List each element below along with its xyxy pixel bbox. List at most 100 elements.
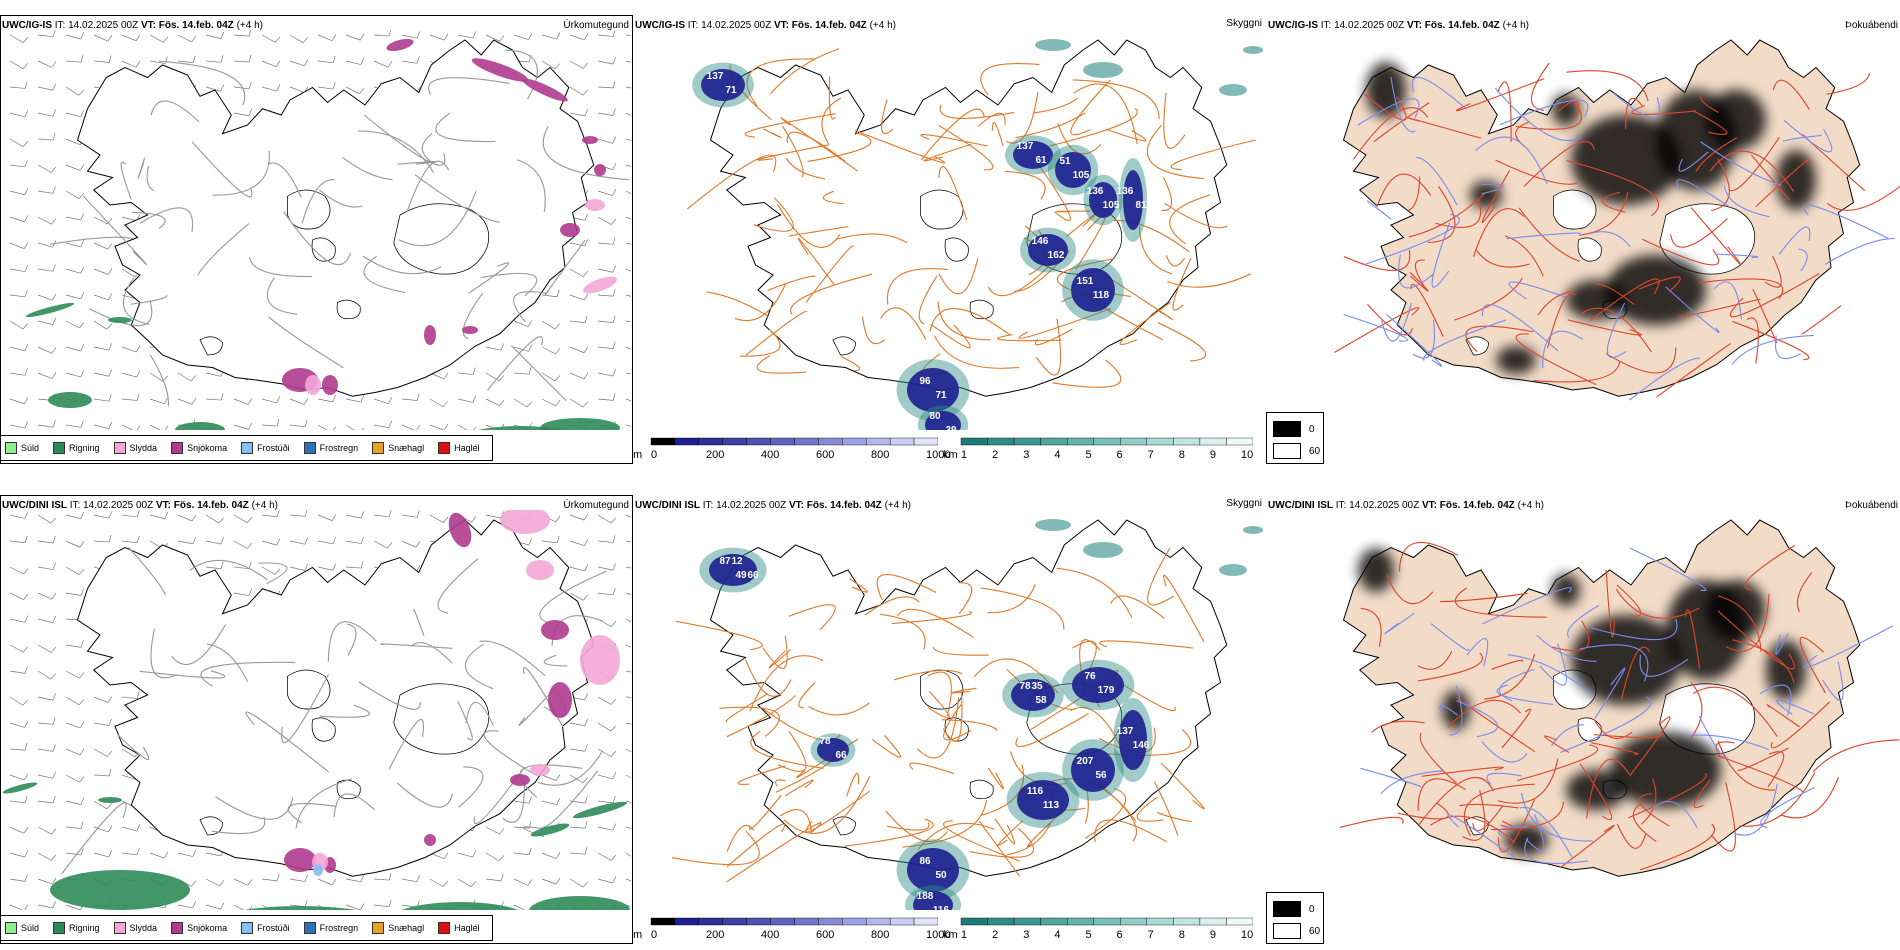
wind-barb [625, 372, 631, 376]
road-line [380, 643, 453, 649]
road-line [939, 104, 1015, 119]
road-line [1715, 741, 1735, 759]
colorbar-tick: 800 [871, 449, 890, 461]
precip-type-panel: UWC/IG-IS IT: 14.02.2025 00Z VT: Fös. 14… [0, 0, 633, 470]
visibility-value-label: 39 [945, 425, 957, 430]
legend-label: Rigning [69, 443, 100, 453]
road-line [1015, 712, 1090, 748]
wind-barb [93, 511, 112, 519]
wind-barb [177, 536, 196, 545]
visibility-area [1028, 234, 1068, 266]
wind-barb [569, 821, 588, 829]
colorbar-tick: 1 [961, 929, 968, 941]
visibility-value-label: 66 [747, 570, 759, 581]
wind-barb [429, 423, 449, 430]
wind-barb [597, 514, 617, 524]
legend-swatch [113, 922, 126, 934]
lead-time: (+4 h) [251, 500, 278, 511]
fog-legend-item: 60 [1273, 443, 1320, 459]
wind-barb [541, 372, 561, 382]
iceland-coastline [76, 39, 595, 397]
vt-value: Fös. 14.feb. 04Z [173, 500, 249, 511]
precip-area [585, 199, 605, 211]
visibility-area [907, 368, 959, 412]
road-line [1515, 333, 1597, 386]
road-line [1052, 359, 1122, 388]
it-value: 14.02.2025 00Z [716, 500, 787, 511]
road-line [918, 275, 938, 325]
colorbar-segment [1199, 917, 1227, 926]
legend-swatch [5, 442, 17, 454]
wind-barb [65, 320, 85, 329]
wind-barb [317, 395, 336, 403]
road-line [762, 128, 782, 139]
wind-barb [513, 320, 533, 327]
wind-barb [261, 418, 280, 427]
wind-barb [457, 878, 477, 888]
wind-barb [625, 800, 631, 806]
wind-barb [317, 514, 337, 521]
road-line [122, 277, 150, 325]
precip-legend-item: Súld [5, 922, 39, 934]
road-line [1417, 652, 1483, 682]
road-line [1172, 257, 1192, 311]
road-line [1475, 136, 1548, 185]
precip-area [401, 902, 519, 910]
wind-barb [569, 346, 589, 354]
model-name: UWC/DINI ISL [635, 500, 700, 511]
wind-barb [569, 878, 589, 888]
road-line [1004, 170, 1046, 200]
visibility-value-label: 49 [735, 570, 747, 581]
road-line [414, 174, 500, 223]
it-label: IT: [1320, 20, 1332, 31]
lead-time: (+4 h) [236, 20, 263, 31]
lead-time: (+4 h) [1502, 20, 1529, 31]
road-line [880, 307, 927, 340]
wind-barb [9, 826, 29, 834]
wind-barb [37, 293, 57, 301]
road-line [756, 355, 806, 374]
road-line [1057, 123, 1102, 155]
wind-barb [9, 138, 29, 148]
wind-barb [37, 83, 56, 91]
colorbar-segment [698, 917, 723, 926]
colorbar-segment [818, 437, 843, 446]
wind-barb [289, 398, 309, 405]
colorbar-tick: 200 [706, 929, 725, 941]
legend-swatch [372, 922, 385, 934]
wind-barb [317, 537, 336, 545]
wind-barb [457, 424, 477, 430]
road-line [1693, 779, 1711, 809]
colorbar-tick: 10 [1241, 929, 1254, 941]
colorbar-segment [1173, 917, 1201, 926]
road-line [1405, 116, 1482, 139]
colorbar-metres: m 0 200 400 600 800 1000 [633, 437, 950, 463]
wind-barb [9, 289, 28, 298]
road-line [1778, 226, 1811, 255]
fog-legend: 0 60 [1266, 412, 1324, 464]
road-line [876, 573, 937, 601]
road-line [1530, 62, 1550, 111]
wind-barb [9, 60, 29, 70]
colorbar-segment [842, 437, 867, 446]
wind-barb [569, 268, 589, 277]
road-line [1462, 789, 1486, 841]
road-line [544, 770, 599, 828]
it-value: 14.02.2025 00Z [701, 20, 772, 31]
glacier-outline [336, 779, 361, 800]
road-line [1499, 668, 1535, 702]
wind-barb [261, 60, 281, 68]
road-line [410, 642, 453, 664]
fog-map [1339, 519, 1900, 877]
road-line [1431, 222, 1450, 288]
wind-barb [37, 852, 57, 861]
road-line [872, 735, 902, 758]
wind-barb [121, 691, 140, 699]
road-line [1138, 225, 1173, 275]
road-line [980, 587, 1065, 630]
precip-legend-item: Rigning [53, 442, 100, 454]
wind-barb [37, 317, 57, 325]
wind-barb [205, 561, 224, 570]
road-line [1595, 283, 1635, 306]
fog-panel: UWC/IG-IS IT: 14.02.2025 00Z VT: Fös. 14… [1266, 0, 1900, 470]
